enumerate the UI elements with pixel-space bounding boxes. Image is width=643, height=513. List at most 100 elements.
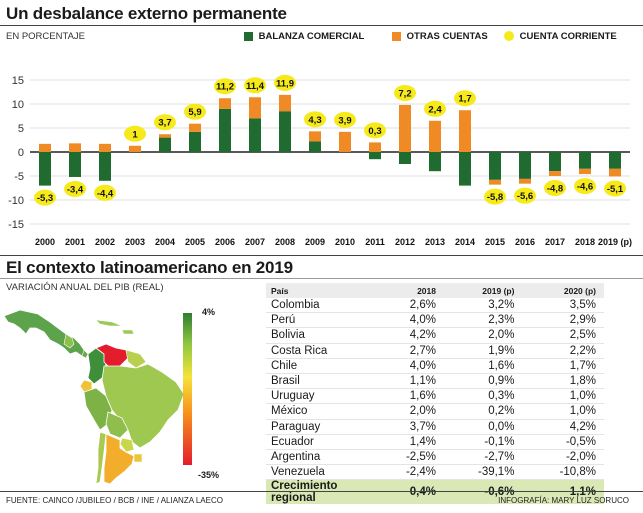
country-cell: Chile xyxy=(266,358,386,374)
country-cell: Venezuela xyxy=(266,464,386,481)
x-tick-label: 2008 xyxy=(275,237,295,247)
table-row: Chile 4,0% 1,6% 1,7% xyxy=(266,358,604,374)
value-cell: 0,2% xyxy=(443,403,523,420)
bar-balanza-comercial xyxy=(519,152,531,179)
y-tick-label: 10 xyxy=(12,99,24,111)
cuenta-corriente-marker xyxy=(424,100,446,117)
bar-otras-cuentas xyxy=(369,142,381,152)
country-cell: México xyxy=(266,403,386,420)
cuenta-corriente-marker xyxy=(514,187,536,204)
value-cell: -2,4% xyxy=(385,464,444,481)
bar-balanza-comercial xyxy=(99,152,111,181)
x-tick-label: 2004 xyxy=(155,237,175,247)
cuenta-corriente-label: 4,3 xyxy=(308,115,321,126)
country-cell: Costa Rica xyxy=(266,343,386,359)
legend-swatch-yellow xyxy=(504,31,514,42)
bar-otras-cuentas xyxy=(39,143,51,152)
cuenta-corriente-label: 3,9 xyxy=(338,115,351,126)
value-cell: 2,3% xyxy=(443,312,523,329)
country-cell: Paraguay xyxy=(266,419,386,435)
hispaniola-shape xyxy=(121,329,135,335)
value-cell: 1,4% xyxy=(385,434,444,450)
x-tick-label: 2019 (p) xyxy=(598,237,632,247)
central-america-shape xyxy=(63,333,75,349)
bar-otras-cuentas xyxy=(69,143,81,152)
bar-balanza-comercial xyxy=(549,152,561,172)
country-cell: Colombia xyxy=(266,298,386,314)
table-row: Venezuela -2,4% -39,1% -10,8% xyxy=(266,464,604,481)
color-scale-bar xyxy=(183,313,192,465)
y-tick-label: 5 xyxy=(18,123,24,135)
bar-otras-cuentas xyxy=(249,97,261,119)
value-cell: -0,1% xyxy=(443,434,523,450)
value-cell: 2,0% xyxy=(385,403,444,420)
legend-item-balanza: BALANZA COMERCIAL xyxy=(244,31,364,42)
guianas-shape xyxy=(125,349,147,369)
table-row: Argentina -2,5% -2,7% -2,0% xyxy=(266,449,604,466)
value-cell: 1,0% xyxy=(522,403,604,420)
x-tick-label: 2000 xyxy=(35,237,55,247)
x-tick-label: 2011 xyxy=(365,237,385,247)
cuenta-corriente-marker xyxy=(154,114,176,131)
x-tick-label: 2007 xyxy=(245,237,265,247)
x-tick-label: 2013 xyxy=(425,237,445,247)
cuenta-corriente-label: -5,3 xyxy=(37,193,53,204)
total-value: 1,1% xyxy=(522,479,604,505)
value-cell: 1,8% xyxy=(522,373,604,390)
bar-balanza-comercial xyxy=(159,137,171,152)
bar-otras-cuentas xyxy=(519,178,531,184)
bar-otras-cuentas xyxy=(609,168,621,177)
cuenta-corriente-label: 5,9 xyxy=(188,107,201,118)
bar-balanza-comercial xyxy=(429,152,441,172)
value-cell: 4,2% xyxy=(522,419,604,435)
country-cell: Argentina xyxy=(266,449,386,466)
cuenta-corriente-marker xyxy=(244,77,266,94)
value-cell: 1,6% xyxy=(443,358,523,374)
bar-balanza-comercial xyxy=(189,131,201,152)
cuenta-corriente-marker xyxy=(334,111,356,128)
bar-otras-cuentas xyxy=(159,134,171,138)
cuenta-corriente-marker xyxy=(274,74,296,91)
bar-balanza-comercial xyxy=(399,152,411,164)
section2-title: El contexto latinoamericano en 2019 xyxy=(6,258,293,277)
brazil-shape xyxy=(101,363,185,449)
x-tick-label: 2002 xyxy=(95,237,115,247)
bar-balanza-comercial xyxy=(309,141,321,152)
cuenta-corriente-label: 1,7 xyxy=(458,94,471,105)
x-tick-label: 2005 xyxy=(185,237,205,247)
cuenta-corriente-label: 11,9 xyxy=(276,78,294,89)
cuenta-corriente-marker xyxy=(544,180,566,196)
table-row: Perú 4,0% 2,3% 2,9% xyxy=(266,312,604,329)
bar-otras-cuentas xyxy=(579,168,591,175)
x-tick-label: 2016 xyxy=(515,237,535,247)
cuenta-corriente-marker xyxy=(34,189,56,206)
scale-min-label: -35% xyxy=(198,470,220,480)
bar-balanza-comercial xyxy=(219,108,231,152)
value-cell: 4,2% xyxy=(385,327,444,344)
cuenta-corriente-label: 11,2 xyxy=(216,82,234,93)
cuenta-corriente-marker xyxy=(94,184,116,201)
legend-swatch-orange xyxy=(392,31,401,41)
table-row: Brasil 1,1% 0,9% 1,8% xyxy=(266,373,604,390)
value-cell: 4,0% xyxy=(385,358,444,374)
x-tick-label: 2017 xyxy=(545,237,565,247)
value-cell: 2,9% xyxy=(522,312,604,329)
total-label: Crecimiento regional xyxy=(266,479,386,505)
column-header: 2020 (p) xyxy=(522,283,604,298)
bar-balanza-comercial xyxy=(249,118,261,152)
value-cell: 3,2% xyxy=(443,298,523,314)
x-tick-label: 2014 xyxy=(455,237,475,247)
total-row: Crecimiento regional 0,4% -0,6% 1,1% xyxy=(266,479,604,505)
value-cell: -10,8% xyxy=(522,464,604,481)
chart-subtitle: EN PORCENTAJE xyxy=(6,31,86,42)
title-rule xyxy=(0,25,643,26)
cuenta-corriente-marker xyxy=(394,84,416,101)
table-row: Uruguay 1,6% 0,3% 1,0% xyxy=(266,388,604,405)
x-tick-label: 2001 xyxy=(65,237,85,247)
value-cell: 4,0% xyxy=(385,312,444,329)
value-cell: -0,5% xyxy=(522,434,604,450)
cuenta-corriente-marker xyxy=(364,122,386,139)
value-cell: 1,6% xyxy=(385,388,444,405)
uruguay-shape xyxy=(133,453,143,463)
column-header: País xyxy=(266,283,386,298)
